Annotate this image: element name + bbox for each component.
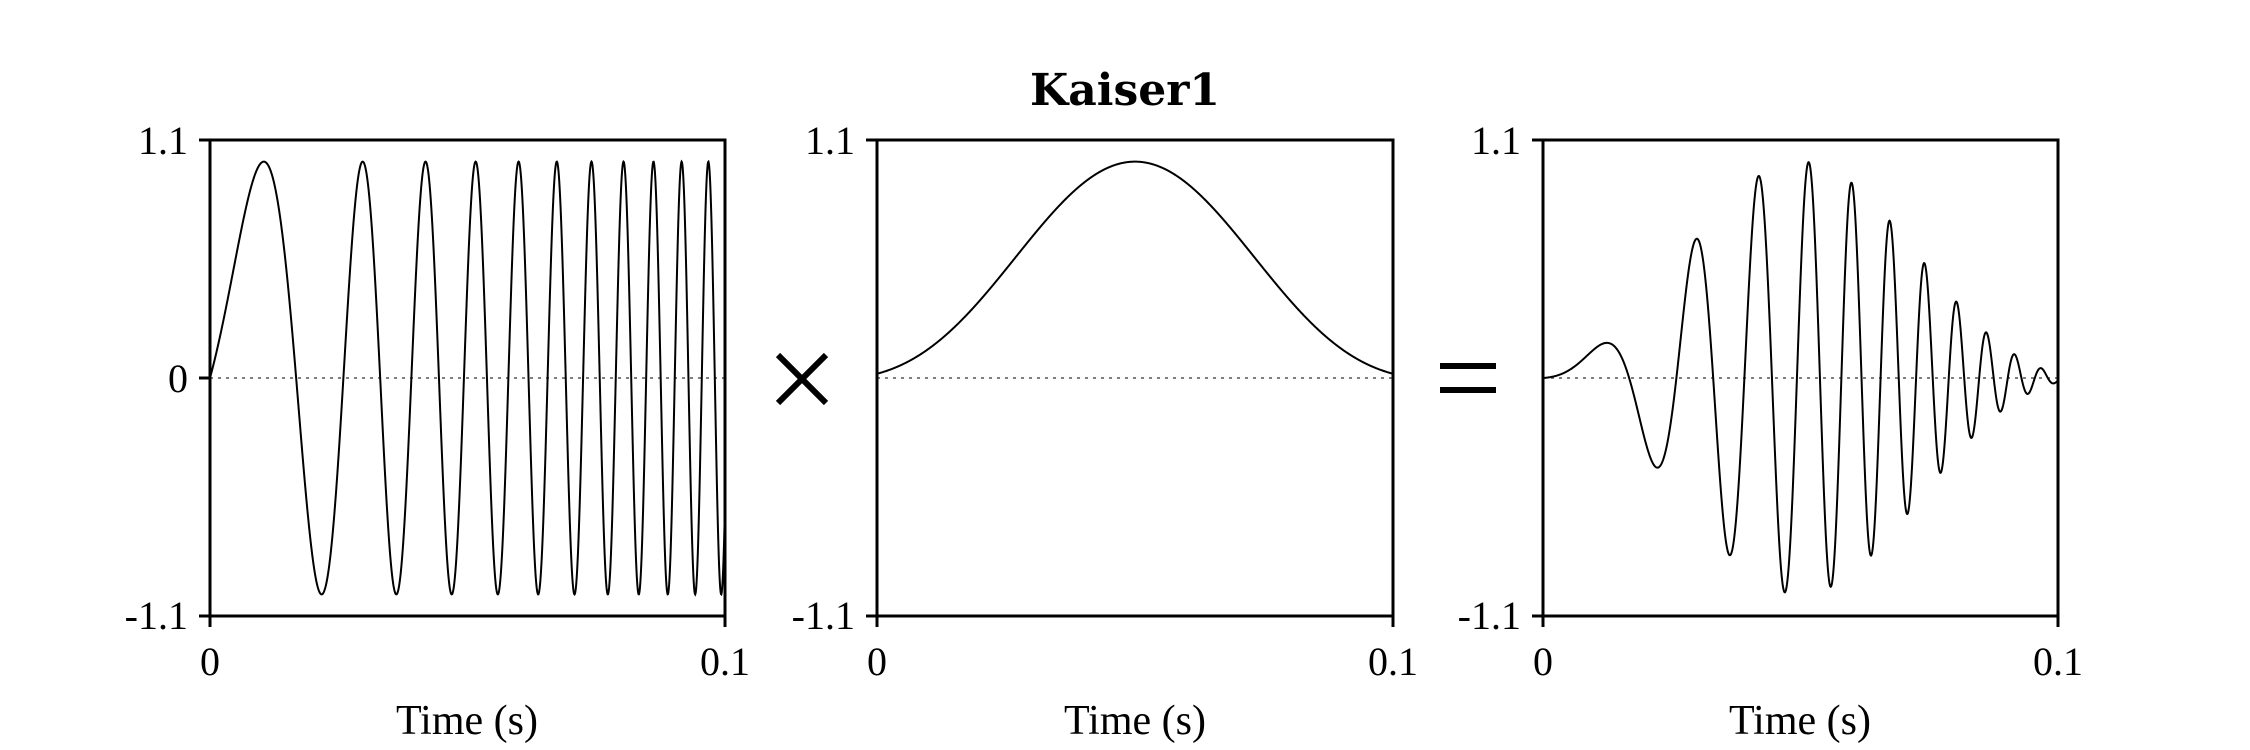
- x-tick-label-end: 0.1: [1368, 639, 1418, 684]
- panel-window: 1.1 -1.1 0 0.1 Time (s): [792, 118, 1418, 744]
- multiply-operator: ×: [775, 352, 829, 406]
- x-tick-label-start: 0: [1533, 639, 1553, 684]
- y-tick-label-top: 1.1: [1471, 118, 1521, 163]
- x-axis-label: Time (s): [1729, 698, 1871, 744]
- y-tick-label-bottom: -1.1: [125, 593, 188, 638]
- x-axis-label: Time (s): [1064, 698, 1206, 744]
- panel-chirp: 1.1 0 -1.1 0 0.1 Time (s): [125, 118, 750, 744]
- x-axis-label: Time (s): [396, 698, 538, 744]
- chart-title: Kaiser1: [1030, 65, 1220, 116]
- x-tick-label-start: 0: [200, 639, 220, 684]
- y-tick-label-top: 1.1: [138, 118, 188, 163]
- plot-frame: [1541, 138, 2060, 618]
- plot-frame: [208, 138, 727, 618]
- x-tick-label-start: 0: [867, 639, 887, 684]
- equals-operator: =: [1440, 363, 1496, 393]
- y-tick-label-bottom: -1.1: [1458, 593, 1521, 638]
- series-chirp-line: [209, 159, 726, 597]
- y-tick-label-zero: 0: [168, 356, 188, 401]
- x-tick-label-end: 0.1: [700, 639, 750, 684]
- panel-product: 1.1 -1.1 0 0.1 Time (s): [1458, 118, 2083, 744]
- plot-frame: [875, 138, 1395, 618]
- x-tick-label-end: 0.1: [2033, 639, 2083, 684]
- series-product-line: [1542, 160, 2059, 594]
- y-tick-label-top: 1.1: [805, 118, 855, 163]
- y-tick-label-bottom: -1.1: [792, 593, 855, 638]
- series-window-line: [876, 160, 1394, 375]
